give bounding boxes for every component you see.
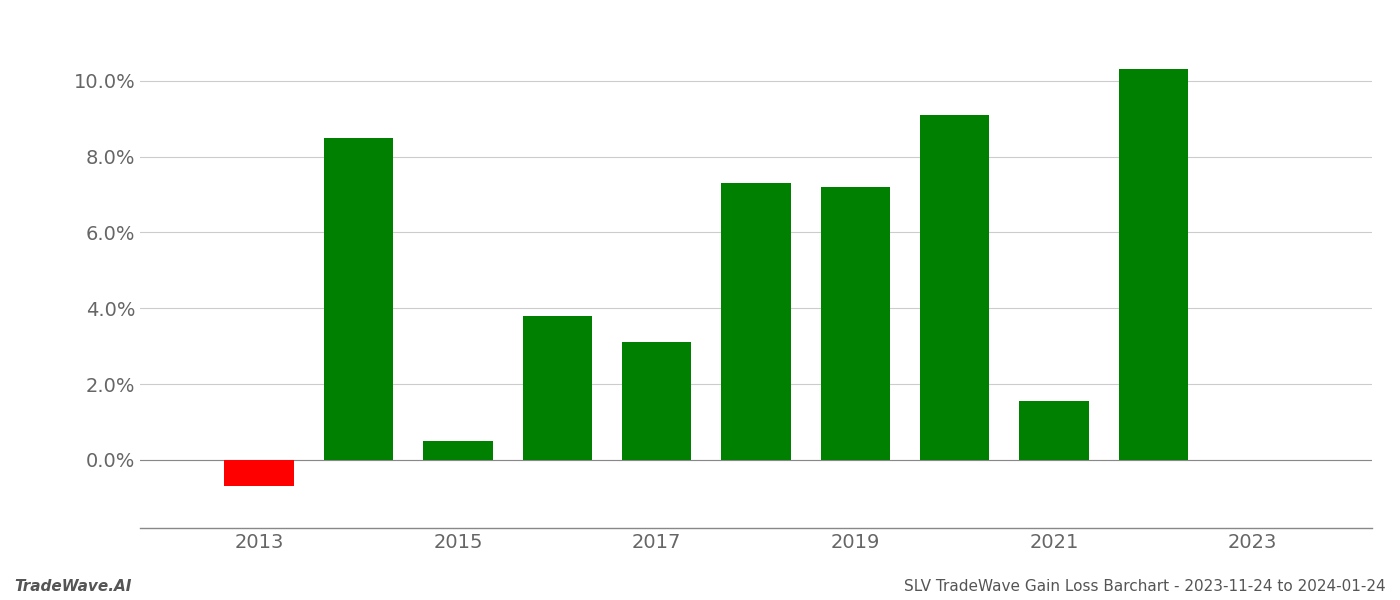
Bar bbox=[423, 441, 493, 460]
Bar bbox=[622, 343, 692, 460]
Text: TradeWave.AI: TradeWave.AI bbox=[14, 579, 132, 594]
Bar bbox=[522, 316, 592, 460]
Bar bbox=[1019, 401, 1089, 460]
Bar bbox=[820, 187, 890, 460]
Bar bbox=[920, 115, 990, 460]
Bar bbox=[323, 137, 393, 460]
Bar bbox=[721, 183, 791, 460]
Bar bbox=[1119, 70, 1189, 460]
Bar bbox=[224, 460, 294, 487]
Text: SLV TradeWave Gain Loss Barchart - 2023-11-24 to 2024-01-24: SLV TradeWave Gain Loss Barchart - 2023-… bbox=[904, 579, 1386, 594]
